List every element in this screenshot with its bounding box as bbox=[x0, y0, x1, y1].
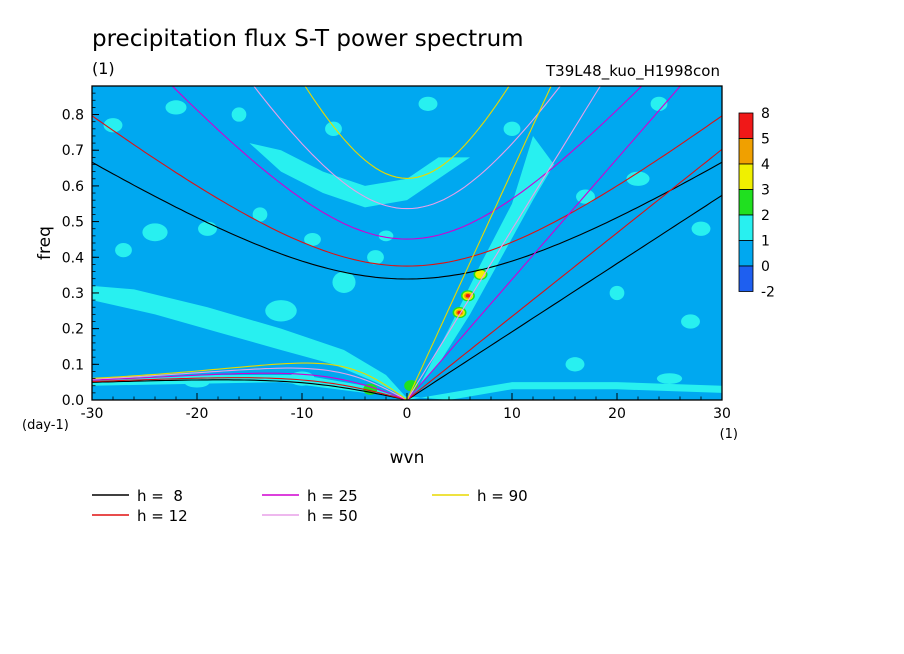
colorbar-label: 5 bbox=[761, 132, 770, 148]
plot-area bbox=[92, 86, 722, 400]
dispersion-curve bbox=[92, 372, 408, 400]
dispersion-curve bbox=[92, 161, 722, 280]
field-patch bbox=[304, 233, 321, 246]
field-patch bbox=[198, 221, 217, 236]
dispersion-curve bbox=[171, 86, 643, 240]
field-patch bbox=[565, 357, 585, 372]
legend-label: h = 90 bbox=[477, 487, 528, 505]
chart-subtitle-right: T39L48_kuo_H1998con bbox=[545, 62, 720, 81]
colorbar-label: -2 bbox=[761, 285, 775, 301]
chart-subtitle-left: (1) bbox=[92, 59, 115, 78]
y-tick-label: 0.6 bbox=[62, 179, 84, 195]
legend: h = 8 h = 12 h = 25 h = 50 h = 90 bbox=[92, 487, 528, 525]
field-patch bbox=[367, 250, 384, 265]
field-patch bbox=[165, 100, 187, 115]
dispersion-curve bbox=[92, 115, 722, 267]
dispersion-curve bbox=[92, 362, 408, 400]
field-patch bbox=[231, 107, 247, 122]
colorbar-label: 1 bbox=[761, 234, 770, 250]
x-axis-label: wvn bbox=[390, 448, 425, 468]
x-tick-label: -30 bbox=[81, 406, 104, 422]
field-patch bbox=[418, 96, 438, 111]
dispersion-curve bbox=[92, 379, 408, 400]
dispersion-curve bbox=[406, 86, 602, 400]
field-patch bbox=[609, 285, 625, 301]
field-patch bbox=[576, 189, 595, 204]
y-tick-label: 0.8 bbox=[62, 108, 84, 124]
colorbar: 8 5 4 3 2 1 0 -2 bbox=[738, 106, 775, 301]
field-patch bbox=[681, 314, 700, 329]
field-hotspot bbox=[465, 294, 471, 298]
colorbar-swatch bbox=[738, 138, 754, 165]
legend-label: h = 25 bbox=[307, 487, 358, 505]
field-patch bbox=[115, 243, 132, 258]
colorbar-swatch bbox=[738, 265, 754, 292]
y-tick-label: 0.2 bbox=[62, 322, 84, 338]
field-patch bbox=[103, 118, 123, 133]
field-patch bbox=[265, 300, 297, 322]
colorbar-label: 0 bbox=[761, 259, 770, 275]
x-axis-unit: (1) bbox=[720, 427, 738, 442]
dispersion-curves bbox=[92, 86, 722, 400]
field-patch bbox=[626, 171, 650, 186]
field-band bbox=[92, 285, 407, 399]
colorbar-swatch bbox=[738, 214, 754, 241]
field-band bbox=[92, 375, 722, 400]
legend-label: h = 12 bbox=[137, 507, 188, 525]
field-patch bbox=[142, 223, 168, 242]
dispersion-curve bbox=[406, 148, 722, 400]
colorbar-swatch bbox=[738, 163, 754, 190]
field-patch bbox=[650, 96, 668, 111]
x-tick-label: -10 bbox=[291, 406, 314, 422]
dispersion-curve bbox=[304, 86, 510, 179]
dispersion-curve bbox=[92, 367, 408, 400]
field-band bbox=[407, 135, 554, 400]
dispersion-curve bbox=[406, 86, 682, 400]
x-tick-label: 10 bbox=[503, 406, 521, 422]
plot-background bbox=[92, 86, 722, 400]
x-tick-label: 20 bbox=[608, 406, 626, 422]
colorbar-swatch bbox=[738, 240, 754, 267]
dispersion-curve bbox=[253, 86, 561, 210]
x-tick-label: 30 bbox=[713, 406, 731, 422]
y-tick-label: 0.5 bbox=[62, 215, 84, 231]
y-tick-label: 0.1 bbox=[62, 357, 84, 373]
y-tick-label: 0.4 bbox=[62, 250, 84, 266]
field-patch bbox=[252, 207, 268, 222]
y-axis-label: freq bbox=[35, 226, 55, 260]
field-patch bbox=[332, 271, 356, 293]
field-patch bbox=[503, 121, 521, 136]
dispersion-curve bbox=[406, 86, 552, 400]
y-tick-label: 0.3 bbox=[62, 286, 84, 302]
colorbar-label: 8 bbox=[761, 106, 770, 122]
colorbar-label: 2 bbox=[761, 208, 770, 224]
field-patch bbox=[656, 373, 683, 384]
chart-title: precipitation flux S-T power spectrum bbox=[92, 26, 524, 52]
y-axis: 0.0 0.1 0.2 0.3 0.4 0.5 0.6 0.7 0.8 bbox=[62, 92, 99, 409]
legend-label: h = 50 bbox=[307, 507, 358, 525]
y-tick-label: 0.0 bbox=[62, 393, 84, 409]
dispersion-curve bbox=[92, 377, 408, 400]
colorbar-swatch bbox=[738, 189, 754, 216]
y-axis-unit: (day-1) bbox=[22, 418, 69, 433]
colorbar-swatch bbox=[738, 112, 754, 139]
colorbar-label: 3 bbox=[761, 183, 770, 199]
y-tick-label: 0.7 bbox=[62, 143, 84, 159]
colorbar-label: 4 bbox=[761, 157, 770, 173]
field-patch bbox=[691, 221, 711, 236]
x-axis: -30 -20 -10 0 10 20 30 bbox=[81, 393, 731, 422]
legend-label: h = 8 bbox=[137, 487, 183, 505]
dispersion-curve bbox=[406, 194, 722, 400]
x-tick-label: -20 bbox=[186, 406, 209, 422]
field-band bbox=[249, 143, 470, 208]
x-tick-label: 0 bbox=[403, 406, 412, 422]
field-patch bbox=[378, 230, 394, 242]
